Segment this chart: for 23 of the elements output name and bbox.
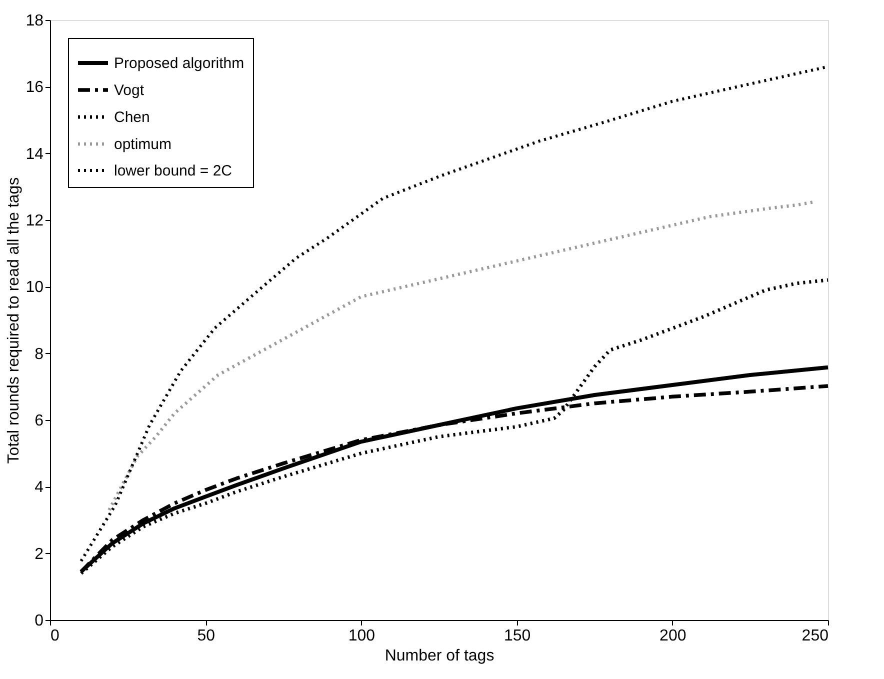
x-tick-label: 0 <box>50 628 60 644</box>
y-axis-title: Total rounds required to read all the tags <box>6 177 23 464</box>
y-tick-label: 12 <box>26 212 44 230</box>
legend-label: Vogt <box>114 82 145 99</box>
y-tick-label: 0 <box>34 612 44 630</box>
y-tick-label: 18 <box>26 12 44 30</box>
x-tick-label: 100 <box>348 628 376 644</box>
x-tick-label: 150 <box>504 628 531 644</box>
x-tick-label: 50 <box>197 628 216 644</box>
x-tick-label: 250 <box>802 628 829 644</box>
y-tick-label: 14 <box>26 146 44 163</box>
legend-label: optimum <box>114 136 172 153</box>
legend-label: Proposed algorithm <box>114 55 244 72</box>
y-tick-label: 2 <box>34 546 44 563</box>
y-tick-label: 8 <box>34 346 44 363</box>
legend-label: lower bound = 2C <box>114 162 232 180</box>
x-axis-title: Number of tags <box>384 648 494 664</box>
y-tick-label: 16 <box>26 79 44 96</box>
y-tick-label: 6 <box>34 412 44 430</box>
legend-label: Chen <box>114 109 150 126</box>
y-tick-label: 4 <box>34 479 44 496</box>
x-tick-label: 200 <box>660 628 686 644</box>
y-tick-label: 10 <box>26 279 44 296</box>
